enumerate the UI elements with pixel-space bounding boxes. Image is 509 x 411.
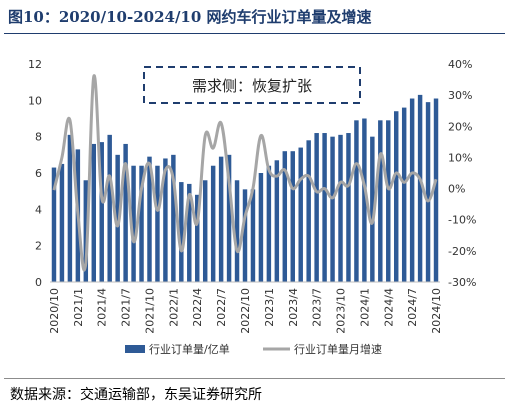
x-tick-label: 2022/7 — [215, 288, 228, 327]
right-tick-label: 30% — [448, 89, 472, 102]
x-tick-label: 2023/10 — [335, 288, 348, 334]
bar-2023/7 — [314, 133, 319, 282]
bar-2022/8 — [226, 154, 232, 282]
bar-2023/3 — [282, 151, 288, 282]
right-tick-label: 0% — [448, 183, 465, 196]
bar-2023/10 — [338, 134, 343, 282]
bar-2021/8 — [131, 165, 136, 282]
bar-2023/1 — [266, 165, 272, 282]
bar-2023/12 — [354, 120, 359, 282]
x-tick-label: 2023/7 — [311, 288, 324, 327]
bar-2024/4 — [386, 120, 391, 282]
bar-2022/1 — [171, 154, 176, 282]
x-axis: 2020/10 2021/1 2021/4 2021/7 2021/10 2022/1 20… — [48, 281, 443, 334]
chart-title: 图10：2020/10-2024/10 网约车行业订单量及增速 — [8, 8, 372, 26]
bar-2024/3 — [378, 120, 383, 282]
legend: 行业订单量/亿单 行业订单量月增速 — [125, 342, 382, 356]
bar-2021/5 — [107, 134, 112, 282]
bar-2023/6 — [306, 140, 311, 282]
growth-line — [52, 74, 438, 272]
bar-2023/9 — [330, 136, 335, 282]
bar-2020/10 — [51, 167, 57, 282]
x-tick-label: 2024/10 — [430, 288, 443, 334]
right-tick-label: 40% — [448, 58, 472, 71]
x-tick-label: 2024/7 — [406, 288, 419, 327]
x-tick-label: 2022/1 — [167, 288, 180, 327]
annotation-frame — [143, 66, 361, 104]
x-tick-label: 2024/4 — [382, 288, 395, 327]
bar-2023/4 — [290, 151, 295, 282]
bar-series — [51, 94, 439, 283]
bar-2024/2 — [370, 136, 375, 282]
x-tick-label: 2021/7 — [120, 288, 133, 327]
x-tick-label: 2022/4 — [191, 288, 204, 327]
bar-2024/10 — [433, 98, 439, 282]
bar-2023/5 — [298, 147, 303, 282]
left-tick-label: 6 — [35, 167, 42, 180]
bar-2022/2 — [179, 182, 184, 282]
bar-2022/12 — [258, 173, 264, 282]
x-tick-label: 2024/1 — [358, 288, 371, 327]
legend-line-label: 行业订单量月增速 — [294, 342, 382, 356]
bar-2022/11 — [250, 189, 256, 282]
x-tick-label: 2021/4 — [96, 288, 109, 327]
bar-2022/5 — [202, 180, 208, 282]
bar-2023/8 — [322, 133, 327, 282]
x-tick-label: 2023/4 — [287, 288, 300, 327]
bar-2020/12 — [67, 134, 73, 282]
left-tick-label: 10 — [28, 94, 42, 107]
annotation-box: 需求侧：恢复扩张 — [143, 66, 361, 104]
right-axis: -30% -20% -10% 0% 10% 20% 30% 40% — [448, 58, 476, 289]
bar-2021/7 — [123, 143, 128, 282]
source-divider — [4, 378, 505, 379]
bar-2022/9 — [234, 180, 240, 282]
title-divider — [4, 33, 505, 34]
bar-2022/7 — [218, 156, 224, 282]
bar-2021/9 — [139, 165, 144, 282]
x-tick-label: 2020/10 — [48, 288, 61, 334]
right-tick-label: -30% — [448, 276, 476, 289]
left-axis: 0 2 4 6 8 10 12 — [28, 58, 42, 289]
left-tick-label: 8 — [35, 131, 42, 144]
legend-bar-label: 行业订单量/亿单 — [149, 343, 230, 356]
annotation-text: 需求侧：恢复扩张 — [192, 77, 312, 95]
line-series — [52, 74, 438, 272]
bar-2022/4 — [195, 194, 200, 282]
bar-2022/10 — [242, 189, 248, 282]
bar-2021/4 — [99, 142, 104, 282]
right-tick-label: 20% — [448, 120, 472, 133]
right-tick-label: -10% — [448, 214, 476, 227]
x-tick-label: 2022/10 — [239, 288, 252, 334]
bar-2024/8 — [417, 94, 423, 282]
bar-2024/6 — [401, 107, 407, 282]
x-tick-label: 2021/10 — [143, 288, 156, 334]
legend-bar-swatch — [125, 345, 145, 353]
left-tick-label: 0 — [35, 276, 42, 289]
bar-2021/3 — [91, 143, 97, 282]
source-note: 数据来源：交通运输部，东吴证券研究所 — [10, 387, 262, 403]
bar-2021/2 — [83, 180, 89, 282]
bar-2024/5 — [393, 111, 399, 282]
x-tick-label: 2023/1 — [263, 288, 276, 327]
left-tick-label: 2 — [35, 240, 42, 253]
bar-2021/12 — [163, 158, 168, 282]
bar-2021/10 — [147, 156, 152, 282]
bar-2021/6 — [115, 154, 120, 282]
right-tick-label: 10% — [448, 151, 472, 164]
left-tick-label: 4 — [35, 203, 42, 216]
chart-svg: 0 2 4 6 8 10 12 -30% -20% -10% 0% 10% 20% 30% 40% 202… — [28, 58, 476, 356]
x-tick-label: 2021/1 — [72, 288, 85, 327]
bar-2024/9 — [425, 102, 431, 283]
bar-2023/2 — [274, 160, 280, 282]
bar-2022/6 — [210, 165, 216, 282]
bar-2023/11 — [346, 133, 351, 282]
bar-2024/7 — [409, 98, 415, 282]
right-tick-label: -20% — [448, 245, 476, 258]
bar-2022/3 — [187, 183, 192, 282]
left-tick-label: 12 — [28, 58, 42, 71]
bar-2021/11 — [155, 165, 160, 282]
bar-2024/1 — [362, 118, 367, 282]
bar-2020/11 — [59, 163, 65, 282]
